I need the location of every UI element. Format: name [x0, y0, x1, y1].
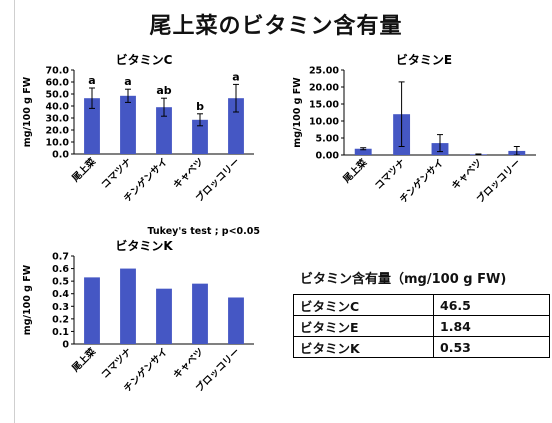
y-tick-label: 25.00 — [309, 66, 339, 77]
y-tick-label: 0.1 — [52, 327, 69, 338]
slide-left-border — [14, 0, 15, 423]
vitamin-k-chart: ビタミンK mg/100 g FW 0 0.1 0.20.3 0.40.5 0.60.7 尾上… — [22, 238, 254, 394]
y-tick-label: 0.4 — [52, 289, 69, 300]
table-cell-value: 1.84 — [433, 315, 550, 337]
y-tick-label: 70.0 — [46, 66, 70, 77]
y-tick-label: 60.0 — [46, 78, 70, 89]
vitamin-e-chart: ビタミンE mg/100 g FW 0.00 5.00 10.00 15.00 20.00 2… — [292, 52, 536, 205]
x-tick-label: コマツナ — [99, 346, 134, 381]
bar — [192, 119, 208, 154]
vitamin-table: ビタミンC 46.5 ビタミンE 1.84 ビタミンK 0.53 — [293, 294, 550, 358]
y-tick-label: 0.0 — [52, 150, 69, 161]
y-tick-label: 30.0 — [46, 114, 70, 125]
y-tick-label: 0 — [62, 340, 69, 351]
significance-letter: a — [124, 75, 131, 88]
significance-letter: b — [196, 100, 204, 113]
table-cell-label: ビタミンC — [293, 294, 434, 316]
x-tick-label: キャベツ — [450, 157, 485, 192]
vitamin-c-chart: ビタミンC mg/100 g FW 0.010.020.030.040.050.06… — [22, 52, 260, 237]
table-cell-value: 0.53 — [433, 336, 550, 358]
x-tick-label: キャベツ — [171, 346, 206, 381]
y-tick-label: 0.5 — [52, 277, 69, 288]
chart-title: ビタミンC — [116, 52, 173, 67]
bar — [120, 268, 136, 344]
x-tick-label: 尾上菜 — [69, 155, 99, 185]
significance-letter: a — [232, 70, 239, 83]
x-tick-label: キャベツ — [171, 156, 206, 191]
y-tick-label: 0.3 — [52, 302, 69, 313]
table-cell-label: ビタミンE — [293, 315, 434, 337]
bar — [228, 98, 244, 154]
y-tick-label: 10.00 — [309, 117, 339, 128]
table-row: ビタミンC 46.5 — [293, 294, 550, 316]
y-tick-label: 15.00 — [309, 100, 339, 111]
y-tick-label: 50.0 — [46, 90, 70, 101]
bar — [120, 95, 136, 154]
bar — [192, 283, 208, 344]
bar — [84, 98, 100, 154]
chart-title: ビタミンK — [115, 238, 173, 253]
table-row: ビタミンK 0.53 — [293, 336, 550, 358]
page-title: 尾上菜のビタミン含有量 — [149, 14, 403, 39]
table-cell-value: 46.5 — [433, 294, 550, 316]
y-tick-label: 20.0 — [46, 126, 70, 137]
y-tick-label: 40.0 — [46, 102, 70, 113]
bar — [156, 107, 172, 154]
bar — [84, 277, 100, 344]
y-tick-label: 10.0 — [46, 138, 70, 149]
y-tick-label: 0.2 — [52, 314, 69, 325]
y-tick-label: 5.00 — [316, 134, 340, 145]
y-tick-label: 0.00 — [316, 151, 340, 162]
y-tick-label: 0.7 — [52, 252, 69, 263]
chart-title: ビタミンE — [396, 52, 452, 67]
bar — [156, 288, 172, 344]
significance-letter: ab — [156, 84, 171, 97]
y-tick-label: 0.6 — [52, 264, 69, 275]
x-tick-label: コマツナ — [99, 156, 134, 191]
x-tick-label: コマツナ — [373, 157, 408, 192]
vitamin-table-title: ビタミン含有量（mg/100 g FW) — [300, 272, 507, 287]
y-axis-label: mg/100 g FW — [292, 77, 303, 148]
y-axis-label: mg/100 g FW — [22, 264, 33, 335]
y-tick-label: 20.00 — [309, 83, 339, 94]
bar — [228, 297, 244, 344]
bar — [354, 148, 372, 155]
tukey-note: Tukey's test ; p<0.05 — [147, 226, 260, 237]
significance-letter: a — [88, 74, 95, 87]
table-cell-label: ビタミンK — [293, 336, 434, 358]
x-tick-label: 尾上菜 — [340, 156, 370, 186]
table-row: ビタミンE 1.84 — [293, 315, 550, 337]
x-tick-label: 尾上菜 — [69, 345, 99, 375]
y-axis-label: mg/100 g FW — [22, 76, 33, 147]
